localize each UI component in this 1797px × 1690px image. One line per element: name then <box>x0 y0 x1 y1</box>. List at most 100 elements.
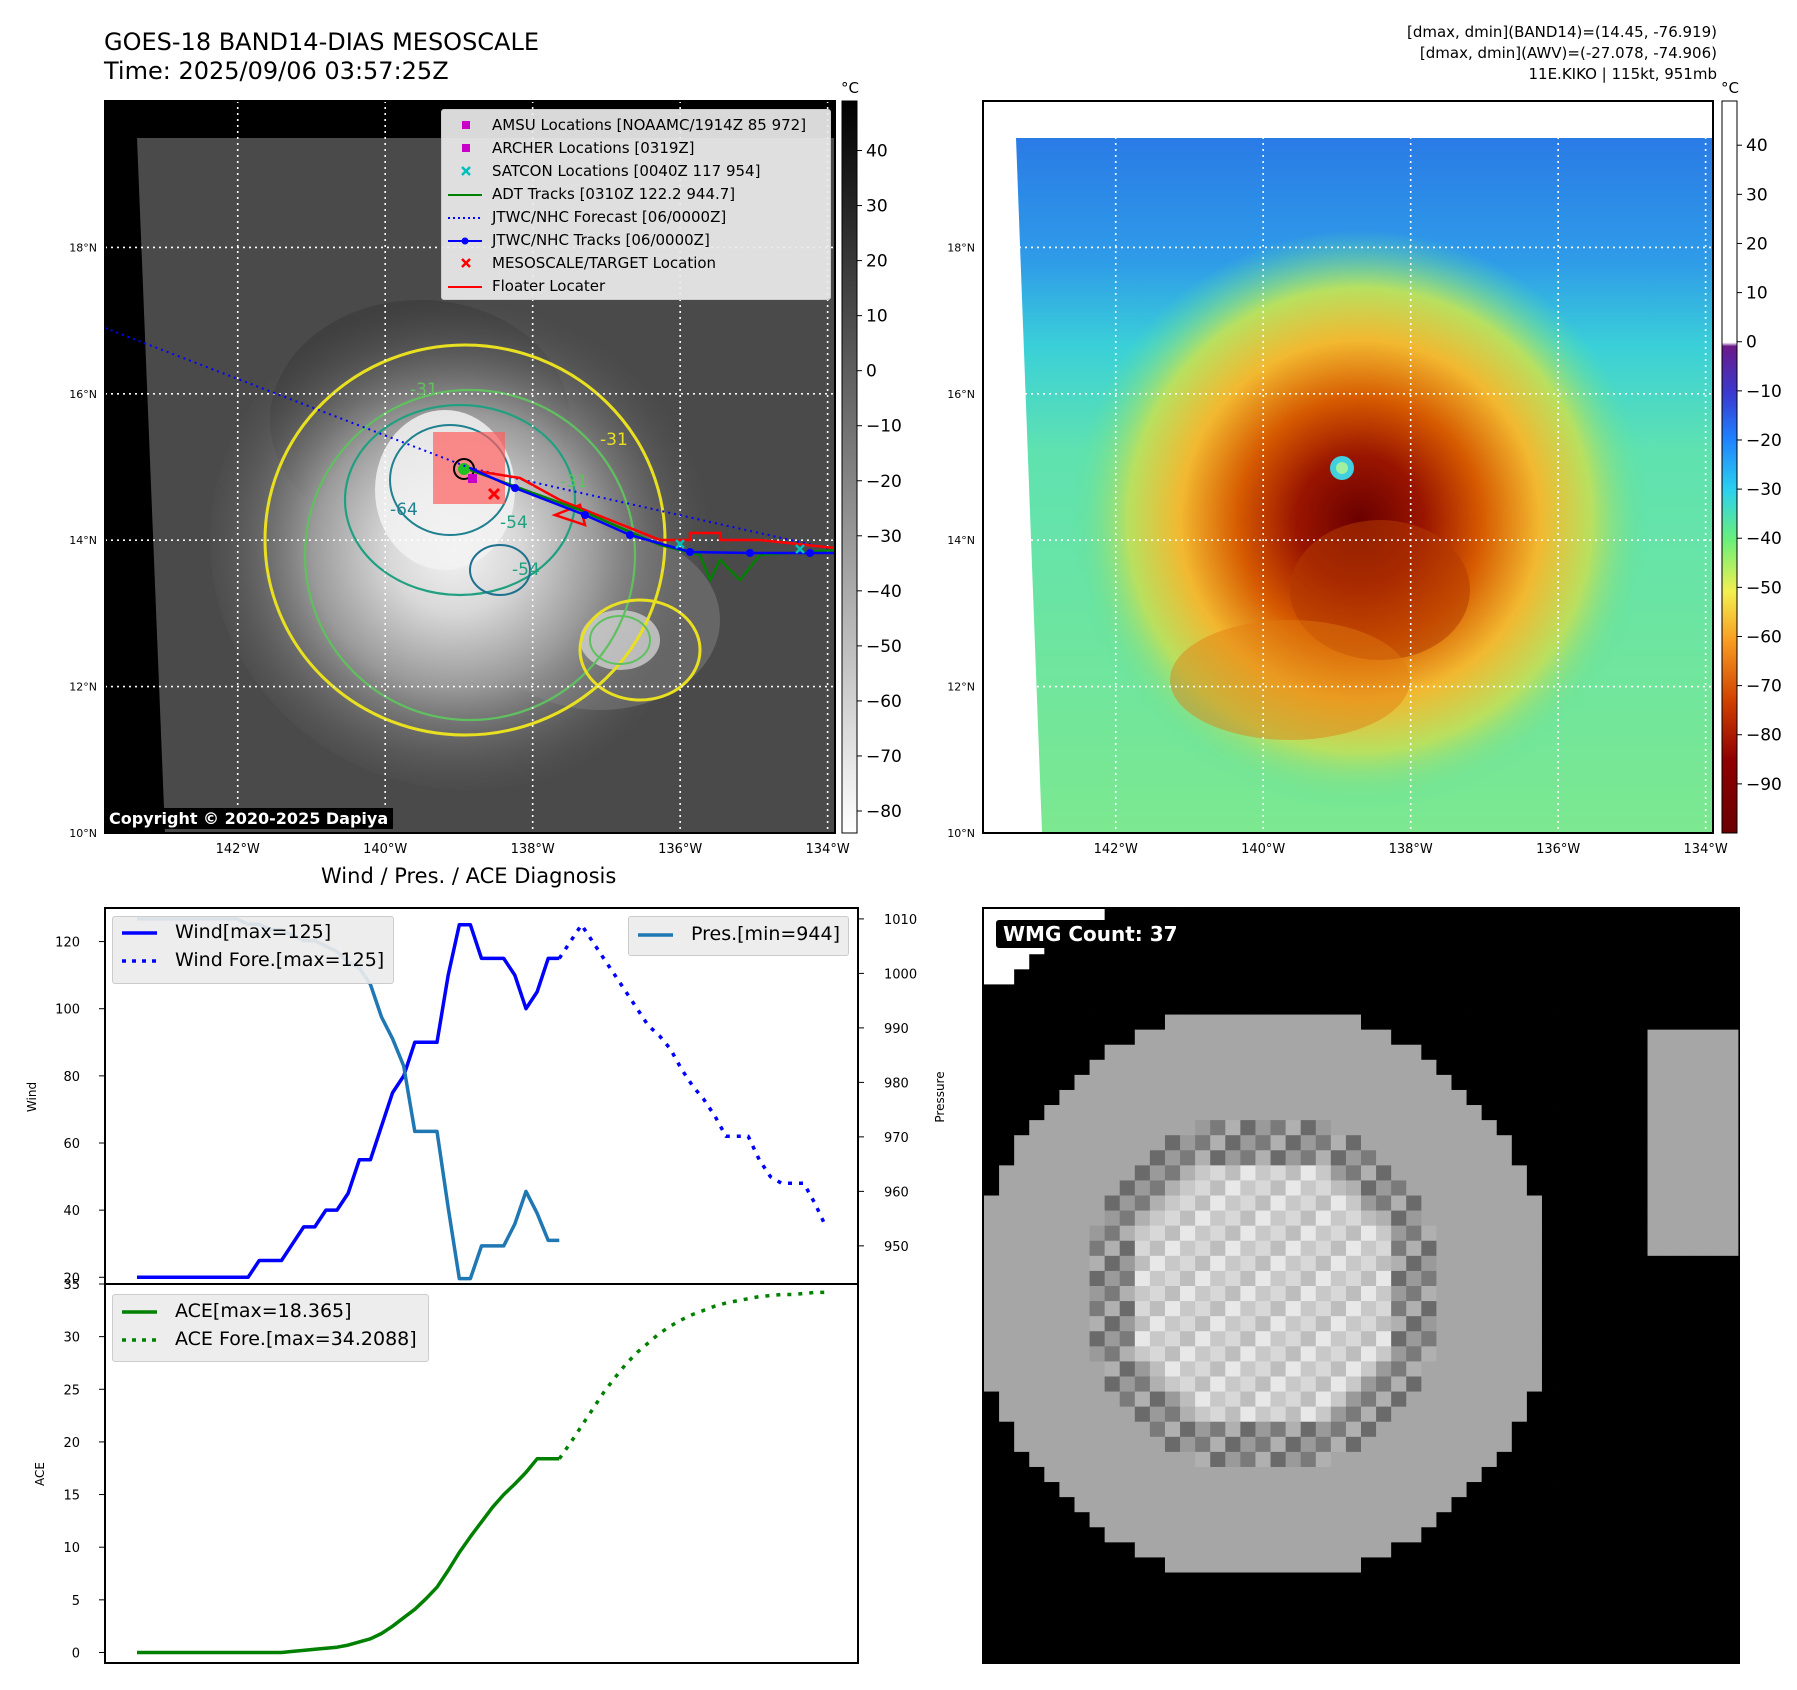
wmg-cell <box>1225 1542 1241 1558</box>
wmg-cell <box>1406 1527 1422 1543</box>
wmg-cell <box>1707 1225 1724 1242</box>
wmg-cell <box>1481 999 1498 1015</box>
wmg-cell <box>1541 1497 1558 1513</box>
wmg-cell <box>1541 1542 1558 1558</box>
wmg-cell <box>1180 1029 1196 1046</box>
wmg-cell <box>1541 969 1558 985</box>
wmg-cell <box>1662 1255 1679 1272</box>
wmg-cell <box>1285 1135 1302 1151</box>
wmg-cell <box>1406 1421 1422 1438</box>
wmg-cell <box>1330 1150 1347 1166</box>
wmg-cell <box>1511 1240 1528 1257</box>
wmg-cell <box>1330 954 1347 970</box>
wmg-cell <box>1285 1512 1302 1528</box>
wmg-cell <box>1647 1482 1663 1498</box>
wmg-cell <box>1014 1617 1030 1634</box>
wmg-cell <box>1451 1436 1467 1453</box>
wmg-cell <box>1164 1482 1181 1498</box>
wmg-cell <box>1089 1527 1106 1543</box>
wmg-cell <box>984 1014 1000 1031</box>
wmg-cell <box>1149 1406 1166 1423</box>
wmg-cell <box>1692 1436 1709 1453</box>
wmg-cell <box>1391 984 1407 1000</box>
wmg-cell <box>1541 1512 1558 1528</box>
wmg-cell <box>1059 969 1075 985</box>
wmg-cell <box>1119 1632 1136 1649</box>
wmg-cell <box>1240 1135 1256 1151</box>
colorbar-tick-label: −50 <box>866 637 902 657</box>
wmg-cell <box>1406 1301 1422 1317</box>
wmg-cell <box>1345 1572 1362 1588</box>
wmg-cell <box>1587 1451 1603 1468</box>
wmg-cell <box>1089 1466 1106 1483</box>
wmg-cell <box>1707 969 1724 985</box>
colorbar-tick-label: 0 <box>1746 333 1757 353</box>
wmg-cell <box>1722 1286 1739 1302</box>
wmg-cell <box>1707 1376 1724 1392</box>
wmg-cell <box>1692 1255 1709 1272</box>
wmg-cell <box>1707 1059 1724 1076</box>
lon-tick-label: 140°W <box>1241 842 1285 857</box>
wmg-cell <box>1059 1255 1075 1272</box>
wmg-cell <box>1074 1361 1090 1377</box>
wmg-cell <box>1602 1436 1618 1453</box>
wmg-cell <box>1210 1466 1226 1483</box>
wmg-cell <box>1602 984 1618 1000</box>
wmg-cell <box>1255 1617 1271 1634</box>
wmg-cell <box>1104 1150 1121 1166</box>
pressure-ytick-label: 1010 <box>884 913 917 928</box>
wmg-cell <box>984 1346 1000 1362</box>
wmg-cell <box>1270 1029 1286 1046</box>
wmg-cell <box>1059 1240 1075 1257</box>
wmg-cell <box>1029 1436 1045 1453</box>
wmg-cell <box>1361 1074 1377 1091</box>
wmg-cell <box>1074 1331 1090 1347</box>
wmg-cell <box>1602 1165 1618 1181</box>
wmg-cell <box>1180 1436 1196 1453</box>
wmg-cell <box>1707 1135 1724 1151</box>
wmg-cell <box>1647 1225 1663 1242</box>
wmg-cell <box>1164 1301 1181 1317</box>
wmg-cell <box>1692 1617 1709 1634</box>
wmg-cell <box>1089 1029 1106 1046</box>
wmg-cell <box>1180 1270 1196 1287</box>
wmg-cell <box>1557 1044 1573 1061</box>
wmg-cell <box>1421 1180 1437 1196</box>
wmg-cell <box>1481 1089 1498 1106</box>
wmg-cell <box>1587 1346 1603 1362</box>
wmg-cell <box>1421 1572 1437 1588</box>
wmg-cell <box>1164 969 1181 985</box>
wmg-cell <box>1496 1527 1513 1543</box>
map-legend-item: ARCHER Locations [0319Z] <box>492 139 695 157</box>
wmg-cell <box>1255 924 1271 940</box>
wmg-cell <box>1119 1301 1136 1317</box>
wmg-cell <box>1722 1165 1739 1181</box>
wmg-cell <box>1255 1587 1271 1604</box>
wmg-cell <box>1541 1617 1558 1634</box>
wmg-cell <box>1270 1346 1286 1362</box>
wmg-cell <box>1436 984 1452 1000</box>
wmg-cell <box>1089 1074 1106 1091</box>
wmg-cell <box>1572 1451 1588 1468</box>
wmg-cell <box>1059 1286 1075 1302</box>
wmg-cell <box>1270 954 1286 970</box>
wmg-cell <box>1029 1316 1045 1332</box>
wmg-cell <box>1164 1527 1181 1543</box>
wmg-cell <box>1330 1029 1347 1046</box>
wmg-cell <box>1240 1150 1256 1166</box>
wmg-cell <box>1119 1406 1136 1423</box>
wmg-cell <box>1029 969 1045 985</box>
wmg-cell <box>1059 1632 1075 1649</box>
wmg-cell <box>1572 1316 1588 1332</box>
wmg-cell <box>999 1165 1015 1181</box>
wmg-cell <box>1300 1421 1317 1438</box>
wmg-cell <box>1195 1331 1211 1347</box>
wmg-cell <box>1059 1150 1075 1166</box>
wmg-cell <box>1602 1361 1618 1377</box>
wmg-cell <box>1149 1270 1166 1287</box>
wmg-cell <box>1029 1632 1045 1649</box>
wmg-cell <box>1677 1542 1694 1558</box>
wmg-cell <box>1270 1014 1286 1031</box>
wmg-cell <box>1677 1572 1694 1588</box>
wmg-cell <box>1134 1286 1151 1302</box>
